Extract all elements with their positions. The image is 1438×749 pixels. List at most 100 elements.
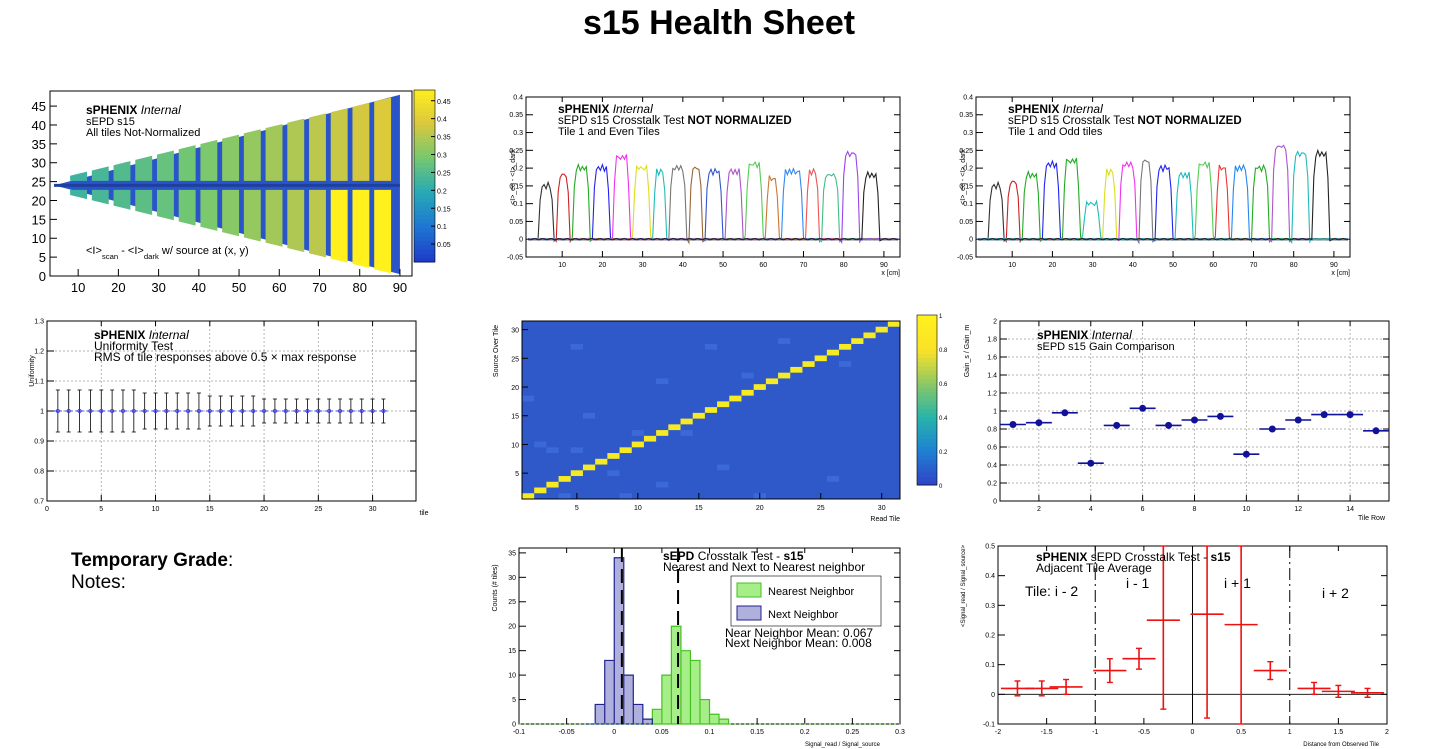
x-tick-label: -0.05 [559,729,575,736]
plot-frame [49,90,413,277]
colorbar-cell [414,124,435,130]
data-point-marker [196,409,201,414]
y-tick-label: 15 [508,648,516,655]
colorbar-cell [917,323,937,329]
colorbar-cell [917,434,937,439]
diagonal-cell [765,378,779,385]
x-tick-label: 14 [1346,506,1354,513]
y-tick-label: 20 [511,385,519,392]
colorbar-label: 0.25 [437,170,451,177]
x-tick-label: 20 [1049,262,1057,269]
diagonal-cell [851,338,864,344]
y-axis-label: <Signal_read / Signal_source> [961,544,967,627]
x-tick-label: 70 [1250,262,1258,269]
y-tick-label: 25 [508,599,516,606]
x-tick-label: 50 [719,262,727,269]
y-tick-label: 0 [991,692,995,699]
y-tick-label: 1.6 [987,354,997,361]
x-tick-label: 20 [756,505,764,512]
y-tick-label: 30 [32,156,46,171]
data-point-marker [272,409,277,414]
y-tick-label: 0.4 [513,94,523,101]
y-tick-label: 0.1 [985,662,995,669]
tile-cell [113,189,131,210]
y-tick-label: 0.4 [963,94,973,101]
y-axis-label: Gain_s / Gain_m [964,325,971,378]
x-tick-label: 0 [45,506,49,513]
adjacent-title: sPHENIX sEPD Crosstalk Test - s15 [1036,550,1231,564]
data-point-marker [283,409,288,414]
adjacent-subtitle: Adjacent Tile Average [1036,561,1152,575]
colorbar-label: 0.45 [437,99,451,106]
diagonal-cell [875,326,888,333]
notes-label: Notes: [71,572,126,593]
diagonal-cell [582,464,596,471]
x-axis-label: x [cm] [881,270,900,277]
x-tick-label: 6 [1141,506,1145,513]
tile-cell [265,123,283,181]
title-sphenix: sPHENIX Internal [94,328,189,342]
tile-cell [135,155,153,181]
y-tick-label: 0.2 [985,632,995,639]
page-title: s15 Health Sheet [582,4,856,42]
title-gain: sEPD s15 Gain Comparison [1037,341,1175,353]
y-tick-label: 15 [511,414,519,421]
data-point [1372,427,1380,435]
x-tick-label: 25 [817,505,825,512]
title-sphenix: sPHENIX Internal [86,103,181,117]
tile-cell [178,145,196,181]
y-tick-label: 0.8 [987,426,997,433]
data-point-marker [294,409,299,414]
data-point-marker [251,409,256,414]
data-point-marker [305,409,310,414]
x-axis-label: Signal_read / Signal_source [805,742,881,748]
y-tick-label: 0 [519,237,523,244]
y-tick-label: 0.3 [985,603,995,610]
colorbar-cell [917,400,937,405]
colorbar-cell [414,158,435,164]
colorbar-cell [917,459,937,465]
diagonal-cell [546,481,559,488]
y-tick-label: 5 [515,471,519,478]
data-point-marker [66,409,71,414]
colorbar-cell [414,236,435,241]
crosstalk-even-chart: 10 20 30 40 50 60 70 80 90 -0.05 0 0.05 0.1 0.15 0.2 0.… [507,94,901,277]
colorbar-cell [414,257,435,263]
colorbar-cell [917,366,937,371]
region-label-i-minus-2: Tile: i - 2 [1025,583,1078,599]
colorbar-cell [917,421,937,426]
data-point-marker [120,409,125,414]
diagonal-cell [778,372,791,379]
title-uniformity: Uniformity Test [94,339,174,353]
adjacent-tile-chart: -2 -1.5 -1 -0.5 0 0.5 1 1.5 2 -0.1 0 0.1 0.2 0.3 0.4 0.… [961,543,1389,748]
legend-swatch-next [736,605,762,621]
y-tick-label: 5 [512,697,516,704]
tile-cell [374,189,392,274]
data-point [1242,450,1250,458]
diagonal-cell [887,321,900,327]
colorbar-cell [414,171,435,177]
y-tick-label: 2 [993,318,997,325]
y-tick-label: 25 [511,356,519,363]
colorbar-cell [917,370,937,375]
y-tick-label: 0.8 [34,468,44,475]
tile-cell [200,189,218,231]
y-tick-label: 1.2 [987,390,997,397]
x-tick-label: 5 [575,505,579,512]
x-tick-label: 15 [206,506,214,513]
colorbar-cell [917,412,937,418]
data-point-marker [229,409,234,414]
tile-cell [243,129,261,181]
title-crosstalk: sEPD s15 Crosstalk Test NOT NORMALIZED [558,115,792,127]
colorbar-cell [414,180,435,186]
x-tick-label: 0.5 [1236,729,1246,736]
diagonal-cell [790,366,803,373]
y-tick-label: 0.5 [985,543,995,550]
x-tick-label: -1 [1092,729,1098,736]
tile-cell [330,108,348,181]
matrix-cell [631,430,644,436]
diagonal-cell [668,424,681,431]
title-sphenix: sPHENIX Internal [1037,328,1132,342]
colorbar-cell [414,102,435,108]
y-tick-label: 0.3 [963,130,973,137]
